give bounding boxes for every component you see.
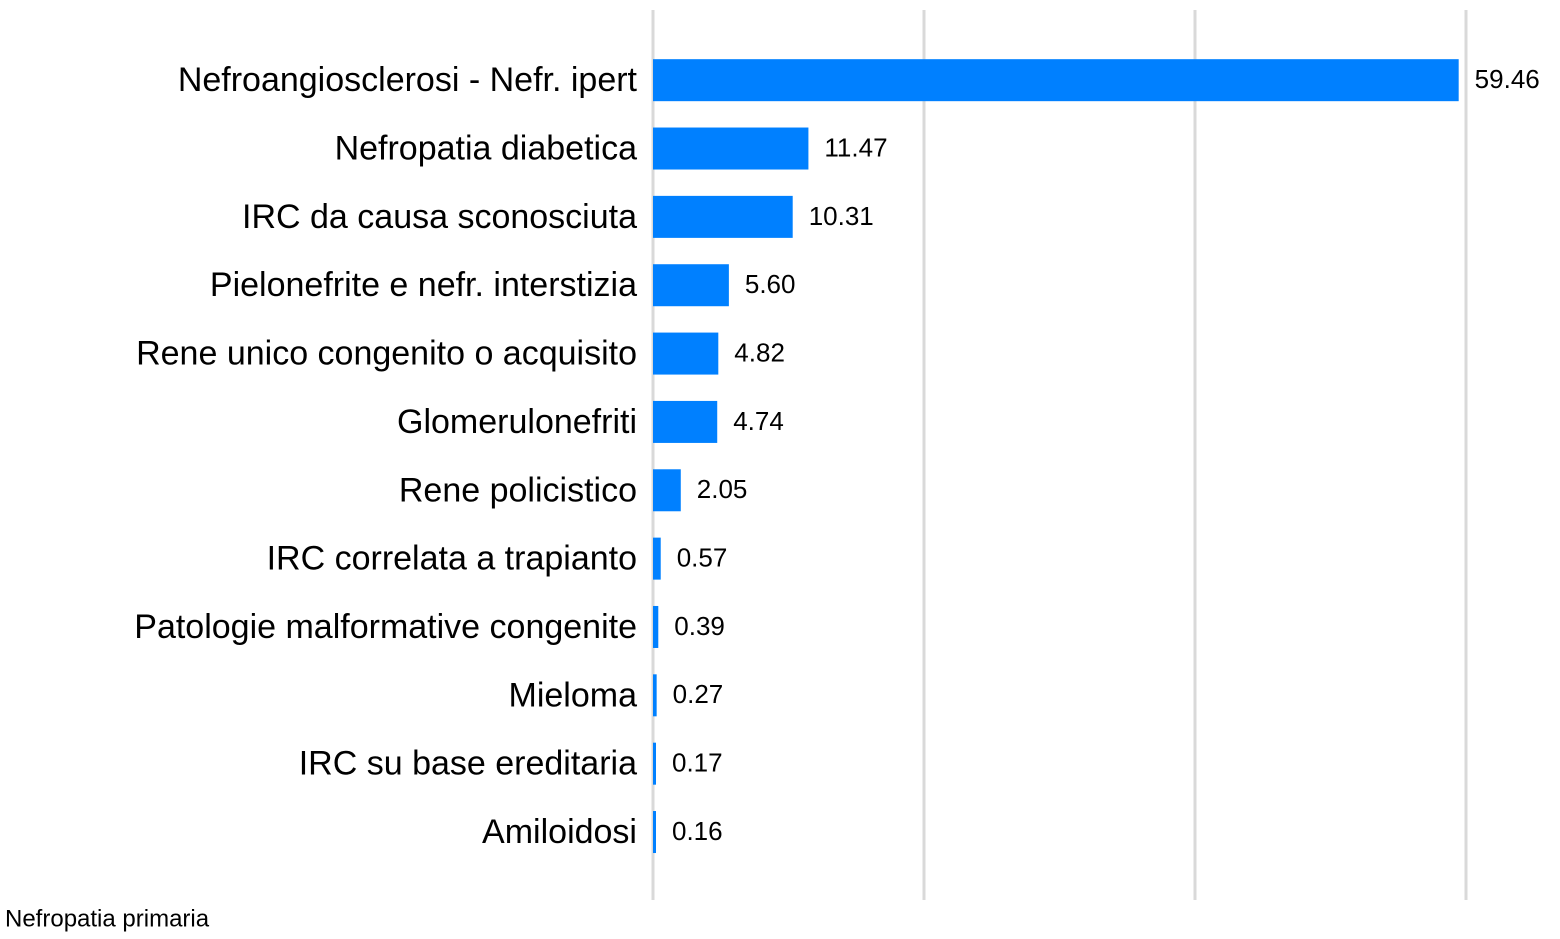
value-label: 0.16 — [672, 816, 723, 846]
bar — [653, 605, 659, 648]
bar — [653, 469, 681, 512]
bar — [653, 127, 809, 170]
bar — [653, 811, 656, 854]
value-label: 0.17 — [672, 748, 723, 778]
category-label: IRC su base ereditaria — [299, 745, 637, 783]
value-label: 0.57 — [677, 543, 728, 573]
category-label: Mieloma — [509, 676, 638, 714]
value-label: 2.05 — [697, 474, 748, 504]
bar — [653, 195, 793, 238]
category-axis-label: Nefropatia primaria — [5, 905, 210, 932]
category-label: Amiloidosi — [482, 813, 637, 851]
bar — [653, 264, 729, 307]
category-label: Nefropatia diabetica — [335, 130, 638, 168]
category-label: Patologie malformative congenite — [134, 608, 637, 646]
value-label: 4.82 — [734, 337, 785, 367]
bar — [653, 332, 719, 375]
bar — [653, 400, 718, 443]
value-label: 0.27 — [673, 679, 724, 709]
bar — [653, 537, 661, 580]
bar — [653, 59, 1459, 102]
category-label: Pielonefrite e nefr. interstizia — [210, 266, 637, 304]
bar — [653, 742, 656, 785]
value-label: 10.31 — [809, 201, 874, 231]
category-label: Rene policistico — [399, 471, 637, 509]
category-label: IRC correlata a trapianto — [267, 540, 637, 578]
value-label: 59.46 — [1475, 64, 1540, 94]
category-label: IRC da causa sconosciuta — [242, 198, 637, 236]
value-label: 4.74 — [733, 406, 784, 436]
value-label: 11.47 — [824, 132, 887, 162]
category-label: Rene unico congenito o acquisito — [136, 335, 637, 373]
category-label: Glomerulonefriti — [397, 403, 637, 441]
bar — [653, 674, 657, 717]
value-label: 0.39 — [674, 611, 725, 641]
category-label: Nefroangiosclerosi - Nefr. ipert — [178, 61, 638, 99]
value-label: 5.60 — [745, 269, 796, 299]
